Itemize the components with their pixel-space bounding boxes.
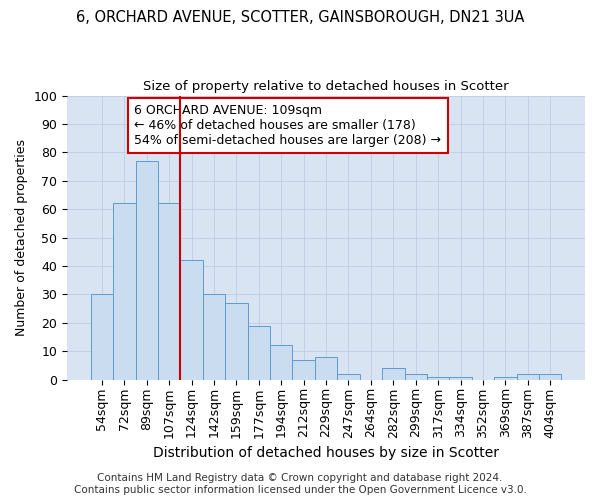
Bar — [270, 346, 292, 380]
Bar — [225, 303, 248, 380]
Title: Size of property relative to detached houses in Scotter: Size of property relative to detached ho… — [143, 80, 509, 93]
Bar — [113, 204, 136, 380]
Bar — [315, 357, 337, 380]
Bar — [203, 294, 225, 380]
Bar — [292, 360, 315, 380]
Bar — [427, 376, 449, 380]
Bar — [158, 204, 181, 380]
Bar — [517, 374, 539, 380]
Y-axis label: Number of detached properties: Number of detached properties — [15, 139, 28, 336]
Text: 6 ORCHARD AVENUE: 109sqm
← 46% of detached houses are smaller (178)
54% of semi-: 6 ORCHARD AVENUE: 109sqm ← 46% of detach… — [134, 104, 442, 147]
Bar — [449, 376, 472, 380]
Bar — [539, 374, 562, 380]
X-axis label: Distribution of detached houses by size in Scotter: Distribution of detached houses by size … — [153, 446, 499, 460]
Text: 6, ORCHARD AVENUE, SCOTTER, GAINSBOROUGH, DN21 3UA: 6, ORCHARD AVENUE, SCOTTER, GAINSBOROUGH… — [76, 10, 524, 25]
Text: Contains HM Land Registry data © Crown copyright and database right 2024.
Contai: Contains HM Land Registry data © Crown c… — [74, 474, 526, 495]
Bar — [136, 161, 158, 380]
Bar — [181, 260, 203, 380]
Bar — [494, 376, 517, 380]
Bar — [382, 368, 404, 380]
Bar — [404, 374, 427, 380]
Bar — [248, 326, 270, 380]
Bar — [337, 374, 360, 380]
Bar — [91, 294, 113, 380]
